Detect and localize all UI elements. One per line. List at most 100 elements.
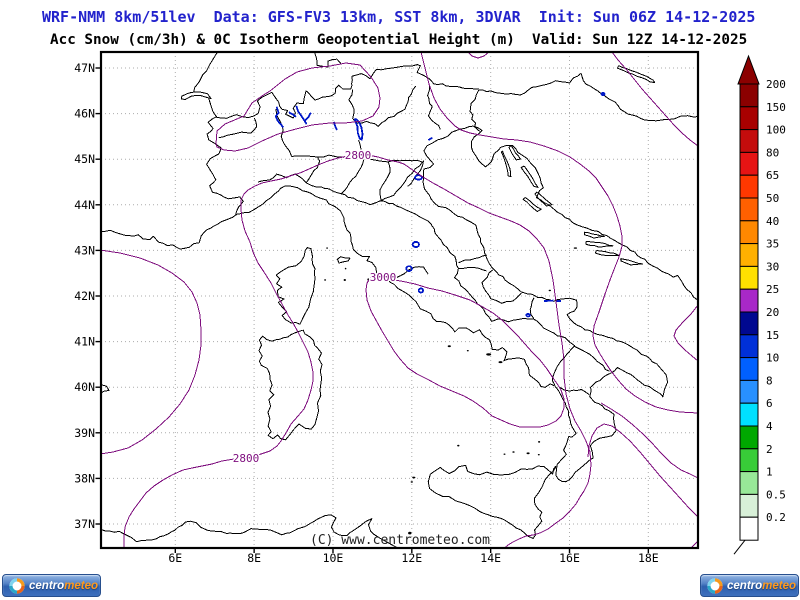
colorbar-tail xyxy=(733,539,746,555)
lat-tick-label: 43N xyxy=(74,243,95,257)
sardinia xyxy=(258,329,323,441)
border-fr-ch xyxy=(193,52,218,92)
region-border-11 xyxy=(481,269,522,304)
colorbar-value-label: 8 xyxy=(766,374,773,387)
border-ch-link xyxy=(208,98,218,118)
colorbar-segment xyxy=(739,83,759,108)
colorbar-value-label: 20 xyxy=(766,306,779,319)
centrometeo-logo-right[interactable]: centrometeo xyxy=(700,574,799,597)
cro-island-3 xyxy=(522,197,542,212)
lake-3 xyxy=(303,112,312,122)
lat-tick-label: 40N xyxy=(74,380,95,394)
lat-tick-label: 38N xyxy=(74,471,95,485)
colorbar-value-label: 30 xyxy=(766,260,779,273)
colorbar-value-label: 100 xyxy=(766,124,786,137)
colorbar-segment xyxy=(739,243,759,267)
region-border-10 xyxy=(454,268,493,322)
cro-island-5 xyxy=(584,231,605,239)
field-title: Acc Snow (cm/3h) & 0C Isotherm Geopotent… xyxy=(50,32,748,48)
contour-ne-diag xyxy=(611,52,698,147)
region-border-0 xyxy=(280,125,293,157)
region-border-4 xyxy=(305,182,433,226)
region-border-19 xyxy=(458,254,487,264)
border-fr-it xyxy=(206,116,244,215)
colorbar-value-label: 150 xyxy=(766,101,786,114)
contour-right-bump xyxy=(673,304,698,362)
colorbar-segment xyxy=(739,197,759,222)
region-border-5 xyxy=(348,85,417,127)
colorbar-value-label: 80 xyxy=(766,146,779,159)
contour-toe-hook xyxy=(587,423,698,518)
region-border-12 xyxy=(529,297,535,319)
colorbar-segment xyxy=(739,288,759,313)
colorbar-segment xyxy=(739,106,759,131)
colorbar-segment xyxy=(739,174,759,199)
colorbar-segment xyxy=(739,334,759,359)
colorbar-value-label: 10 xyxy=(766,352,779,365)
centrometeo-swirl-icon xyxy=(707,577,723,594)
contour-2800 xyxy=(123,154,592,548)
brand-centro: centro xyxy=(29,579,65,592)
colorbar-segment xyxy=(739,151,759,176)
colorbar-value-label: 40 xyxy=(766,215,779,228)
colorbar-value-label: 35 xyxy=(766,238,779,251)
colorbar-segment xyxy=(739,379,759,404)
region-border-7 xyxy=(358,139,363,157)
colorbar-scale: 200 150 100 80 65 50 40 35 30 25 20 15 10 8 6 4 2 1 0.5 0.2 xyxy=(733,54,786,555)
lon-tick-label: 14E xyxy=(480,551,501,565)
coast-africa xyxy=(101,514,403,548)
corsica xyxy=(275,247,316,325)
region-border-16 xyxy=(559,386,590,396)
colorbar-value-label: 200 xyxy=(766,78,786,91)
colorbar-value-label: 65 xyxy=(766,169,779,182)
contour-loop-nw xyxy=(215,62,381,152)
colorbar-value-label: 15 xyxy=(766,329,779,342)
lat-tick-label: 45N xyxy=(74,152,95,166)
region-border-24 xyxy=(407,160,425,187)
contour-3000 xyxy=(365,276,565,428)
lake-geneva xyxy=(181,91,212,100)
region-border-9 xyxy=(431,224,460,269)
colorbar-arrow xyxy=(737,54,760,85)
lon-tick-label: 12E xyxy=(401,551,422,565)
lon-axis: 6E 8E 10E 12E 14E 16E 18E xyxy=(168,548,659,565)
contour-value-label: 3000 xyxy=(370,271,397,284)
cro-island-0 xyxy=(500,150,512,178)
lat-axis: 47N 46N 45N 44N 43N 42N 41N 40N 39N 38N 37N xyxy=(74,61,101,531)
contour-top-arc xyxy=(467,52,490,59)
colorbar-segment xyxy=(739,311,759,336)
region-border-3 xyxy=(257,173,307,184)
contour-value-label: 2800 xyxy=(233,452,260,465)
colorbar-segment xyxy=(739,357,759,381)
contour-labels: 2800 3000 2800 xyxy=(231,148,398,467)
region-border-14 xyxy=(532,318,576,386)
colorbar-segment xyxy=(739,402,759,427)
border-ch-at xyxy=(314,52,342,68)
grid-lines xyxy=(101,52,698,548)
lon-tick-label: 6E xyxy=(168,551,182,565)
lake-1 xyxy=(288,111,297,118)
centrometeo-swirl-icon xyxy=(9,577,25,594)
cro-island-4 xyxy=(534,191,553,207)
centrometeo-logo-left[interactable]: centrometeo xyxy=(2,574,101,597)
sicily xyxy=(427,464,557,539)
lat-tick-label: 47N xyxy=(74,61,95,75)
region-border-6 xyxy=(427,85,441,130)
cro-island-7 xyxy=(595,249,620,257)
region-border-22 xyxy=(305,156,321,184)
balaton xyxy=(617,65,656,83)
coastlines xyxy=(101,52,698,548)
lake-dots xyxy=(405,92,606,318)
lat-tick-label: 39N xyxy=(74,426,95,440)
lakes xyxy=(274,92,606,318)
colorbar-value-label: 0.2 xyxy=(766,511,786,524)
colorbar-value-label: 6 xyxy=(766,397,773,410)
brand-centro: centro xyxy=(727,579,763,592)
border-ch-it xyxy=(216,84,353,119)
colorbar-segment xyxy=(739,471,759,495)
colorbar-value-label: 1 xyxy=(766,466,773,479)
plot-frame xyxy=(99,50,700,550)
model-title: WRF-NMM 8km/51lev Data: GFS-FV3 13km, SS… xyxy=(42,8,756,26)
border-at-it xyxy=(351,64,479,90)
